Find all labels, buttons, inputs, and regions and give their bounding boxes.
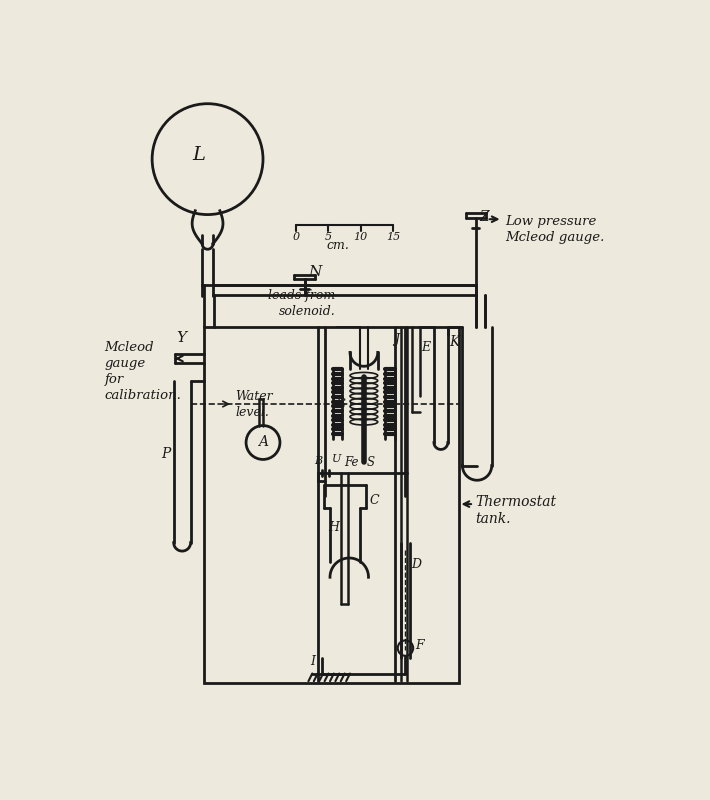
Text: Mcleod
gauge
for
calibration.: Mcleod gauge for calibration. bbox=[104, 341, 181, 402]
Text: E: E bbox=[422, 341, 431, 354]
Text: P: P bbox=[161, 447, 170, 461]
Text: H: H bbox=[329, 521, 339, 534]
Text: 10: 10 bbox=[354, 232, 368, 242]
Text: Y: Y bbox=[176, 330, 187, 345]
Text: 5: 5 bbox=[325, 232, 332, 242]
Text: N: N bbox=[308, 266, 322, 279]
Text: Low pressure
Mcleod gauge.: Low pressure Mcleod gauge. bbox=[505, 214, 604, 243]
Text: Fe: Fe bbox=[344, 455, 359, 469]
Text: S: S bbox=[367, 455, 375, 469]
Text: L: L bbox=[192, 146, 204, 163]
Text: 0: 0 bbox=[293, 232, 300, 242]
Text: cm.: cm. bbox=[327, 239, 349, 252]
Text: A: A bbox=[258, 435, 268, 450]
Text: 15: 15 bbox=[386, 232, 400, 242]
Text: Water
level.: Water level. bbox=[235, 390, 273, 419]
Text: G: G bbox=[335, 398, 345, 410]
Text: K: K bbox=[449, 334, 459, 349]
Text: Thermostat
tank.: Thermostat tank. bbox=[476, 495, 557, 526]
Text: I: I bbox=[310, 655, 315, 669]
Text: J: J bbox=[394, 333, 399, 346]
Text: leads from
solenoid.: leads from solenoid. bbox=[268, 289, 335, 318]
Text: B: B bbox=[315, 456, 323, 466]
Text: D: D bbox=[412, 558, 422, 571]
Text: Z: Z bbox=[479, 210, 489, 224]
Bar bbox=[204, 327, 459, 682]
Text: U: U bbox=[332, 454, 341, 464]
Text: F: F bbox=[415, 638, 423, 651]
Text: C: C bbox=[369, 494, 379, 506]
